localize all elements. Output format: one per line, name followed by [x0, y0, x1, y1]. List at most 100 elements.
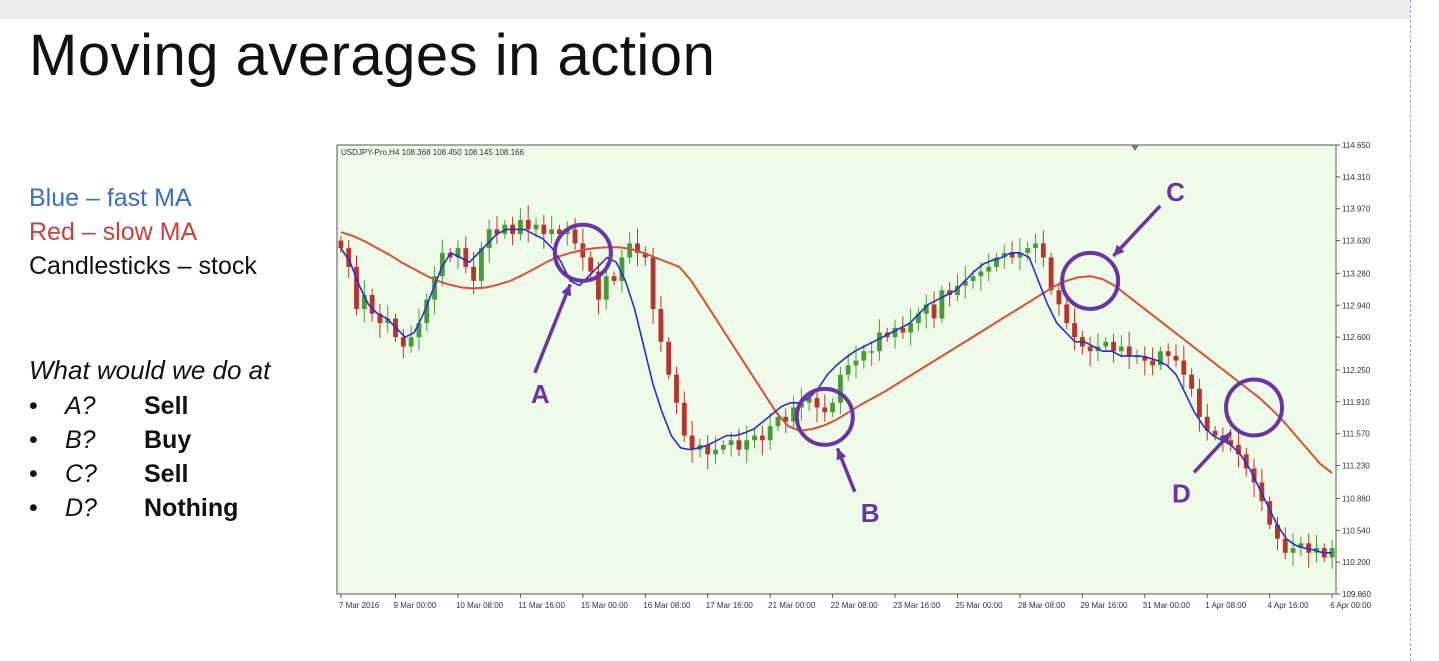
candle-bull	[845, 365, 851, 375]
y-tick-label: 112.250	[1342, 366, 1371, 375]
y-tick-label: 111.570	[1342, 430, 1370, 439]
slow-ma-line	[340, 231, 1333, 474]
candle-bull	[455, 248, 461, 258]
y-tick-label: 113.630	[1342, 237, 1371, 246]
candle-bear	[1040, 243, 1046, 258]
candle-bear	[674, 374, 679, 403]
candle-bear	[572, 229, 578, 244]
y-tick-label: 112.600	[1342, 333, 1371, 342]
y-tick-label: 114.650	[1342, 142, 1371, 150]
answer-label: A?	[65, 392, 96, 420]
candle-bear	[1189, 374, 1195, 389]
candle-bull	[1025, 248, 1031, 253]
candle-bull	[775, 416, 781, 427]
y-tick-label: 113.970	[1342, 205, 1371, 214]
candle-bear	[1009, 252, 1015, 258]
candle-bear	[494, 229, 500, 235]
fast-ma-line	[340, 228, 1333, 554]
candle-bear	[705, 444, 711, 455]
y-tick-label: 110.880	[1342, 494, 1371, 503]
slide-edge-guide	[1410, 0, 1411, 661]
x-tick-label: 17 Mar 16:00	[706, 601, 754, 610]
candle-bear	[1087, 346, 1093, 352]
candle-bear	[525, 219, 531, 230]
candle-bear	[1056, 290, 1062, 305]
legend-candles: Candlesticks – stock	[29, 252, 257, 280]
candle-bear	[369, 294, 375, 314]
candle-bull	[892, 327, 898, 338]
y-tick-label: 114.310	[1342, 173, 1371, 182]
candle-bear	[1126, 346, 1132, 356]
candle-bear	[596, 271, 601, 300]
annotation-label-b: B	[861, 498, 880, 528]
x-tick-label: 31 Mar 00:00	[1143, 601, 1191, 610]
candle-bull	[408, 337, 414, 347]
x-tick-label: 25 Mar 00:00	[955, 601, 1003, 610]
candle-bull	[549, 229, 555, 235]
bullet: •	[29, 494, 38, 522]
slide-title: Moving averages in action	[29, 23, 716, 88]
candle-bear	[1142, 355, 1148, 361]
candle-bull	[416, 323, 422, 338]
y-tick-label: 111.910	[1342, 398, 1370, 407]
answer-label: D?	[65, 494, 97, 522]
candle-bull	[837, 374, 843, 403]
annotation-arrowhead-b	[836, 448, 847, 461]
question-text: What would we do at	[29, 355, 271, 385]
chart-header: USDJPY-Pro,H4 108.368 108.450 108.145 10…	[341, 148, 525, 157]
candle-bear	[541, 224, 547, 235]
candle-bear	[1048, 257, 1054, 291]
candle-bear	[931, 304, 937, 319]
candle-bull	[923, 304, 929, 314]
candle-bear	[1204, 416, 1210, 431]
candle-bear	[822, 407, 828, 413]
annotation-circle-d	[1224, 377, 1285, 438]
candle-bull	[752, 435, 757, 441]
candle-bear	[346, 248, 352, 267]
x-tick-label: 15 Mar 00:00	[581, 601, 629, 610]
candle-bull	[728, 440, 734, 445]
candle-bull	[853, 360, 859, 366]
candle-bear	[814, 398, 820, 408]
candle-bull	[720, 444, 726, 450]
candle-bear	[400, 337, 406, 347]
candle-bull	[1118, 346, 1124, 352]
candle-bull	[994, 257, 999, 267]
legend-fast-ma: Blue – fast MA	[29, 184, 192, 212]
candle-bull	[432, 276, 437, 300]
bullet: •	[29, 392, 38, 420]
candle-bull	[955, 285, 960, 295]
y-tick-label: 110.540	[1342, 526, 1371, 535]
y-tick-label: 112.940	[1342, 301, 1371, 310]
x-tick-label: 7 Mar 2016	[339, 601, 380, 610]
annotation-circle-c	[1060, 250, 1121, 311]
annotation-label-c: C	[1166, 177, 1185, 207]
candle-bull	[533, 224, 539, 230]
candle-bear	[1150, 360, 1156, 366]
candle-bull	[517, 219, 523, 235]
candle-bear	[900, 327, 906, 333]
answer-value: Nothing	[144, 494, 239, 522]
candle-bull	[1290, 548, 1296, 553]
annotation-circle-a	[552, 222, 613, 283]
candle-bull	[1017, 252, 1023, 258]
candle-bear	[338, 240, 344, 249]
x-tick-label: 22 Mar 08:00	[831, 601, 879, 610]
answer-value: Sell	[144, 460, 189, 488]
candle-bull	[861, 351, 867, 361]
x-tick-label: 10 Mar 08:00	[456, 601, 504, 610]
candle-bull	[1033, 243, 1038, 249]
candle-bear	[1282, 538, 1288, 553]
candle-bear	[650, 257, 656, 310]
candle-bear	[642, 252, 648, 258]
candle-bear	[1236, 444, 1241, 455]
annotation-label-a: A	[531, 379, 550, 409]
candle-bull	[908, 323, 914, 333]
candle-bull	[916, 313, 921, 324]
candle-bull	[713, 449, 718, 455]
answer-label: C?	[65, 460, 97, 488]
candle-bull	[439, 252, 445, 277]
candle-bull	[970, 276, 976, 281]
candle-bear	[666, 341, 672, 375]
candle-bull	[478, 248, 484, 281]
